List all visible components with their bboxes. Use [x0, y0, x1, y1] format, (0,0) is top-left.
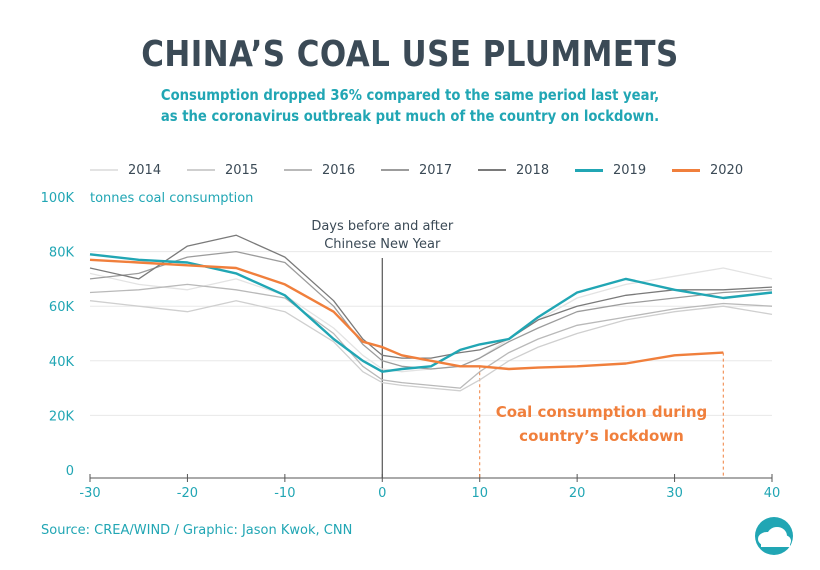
- y-axis-label: tonnes coal consumption: [90, 191, 253, 206]
- x-tick-label: -10: [274, 486, 295, 501]
- series-line-2015: [89, 300, 773, 392]
- legend-label: 2018: [516, 162, 550, 178]
- legend-swatch: [90, 169, 118, 171]
- legend-item-2014: 2014: [90, 160, 161, 180]
- legend-label: 2017: [419, 162, 453, 178]
- chart-legend: 2014 2015 2016 2017 2018 2019 2020: [90, 160, 790, 180]
- legend-swatch: [284, 169, 312, 171]
- x-tick-label: 20: [569, 486, 586, 501]
- y-tick-label: 100K: [41, 191, 75, 206]
- legend-item-2018: 2018: [478, 160, 549, 180]
- series-line-2018: [89, 234, 773, 359]
- legend-swatch: [672, 168, 700, 172]
- x-tick-label: 10: [471, 486, 488, 501]
- lockdown-label-line-1: Coal consumption during: [496, 403, 708, 421]
- series-line-2019: [89, 253, 773, 373]
- legend-swatch: [187, 169, 215, 171]
- legend-item-2016: 2016: [284, 160, 355, 180]
- legend-item-2020: 2020: [672, 160, 743, 180]
- y-tick-label: 60K: [49, 300, 75, 315]
- x-tick-label: 0: [378, 486, 386, 501]
- x-tick-label: -30: [79, 486, 100, 501]
- y-tick-label: 20K: [49, 409, 75, 424]
- subtitle-line-2: as the coronavirus outbreak put much of …: [160, 107, 660, 125]
- x-tick-label: 40: [764, 486, 781, 501]
- legend-label: 2019: [613, 162, 647, 178]
- legend-label: 2016: [322, 162, 356, 178]
- legend-label: 2014: [128, 162, 162, 178]
- new-year-label-line-2: Chinese New Year: [324, 237, 441, 252]
- legend-item-2019: 2019: [575, 160, 646, 180]
- legend-swatch: [381, 169, 409, 171]
- lockdown-label-line-2: country’s lockdown: [519, 427, 684, 445]
- legend-item-2015: 2015: [187, 160, 258, 180]
- x-tick-label: -20: [177, 486, 198, 501]
- x-tick-label: 30: [666, 486, 683, 501]
- y-tick-label: 80K: [49, 246, 75, 261]
- legend-swatch: [575, 168, 603, 172]
- legend-item-2017: 2017: [381, 160, 452, 180]
- series-line-2016: [89, 283, 773, 389]
- source-note: Source: CREA/WIND / Graphic: Jason Kwok,…: [41, 523, 353, 538]
- legend-swatch: [478, 169, 506, 171]
- legend-label: 2020: [710, 162, 744, 178]
- subtitle-line-1: Consumption dropped 36% compared to the …: [160, 86, 660, 104]
- y-tick-label: 40K: [49, 355, 75, 370]
- page-title: CHINA’S COAL USE PLUMMETS: [141, 34, 679, 75]
- legend-label: 2015: [225, 162, 259, 178]
- cloud-logo-icon: [745, 516, 803, 556]
- y-tick-label: 0: [66, 464, 74, 479]
- new-year-label-line-1: Days before and after: [311, 219, 454, 234]
- series-line-2020: [89, 258, 724, 371]
- series-line-2017: [89, 250, 773, 370]
